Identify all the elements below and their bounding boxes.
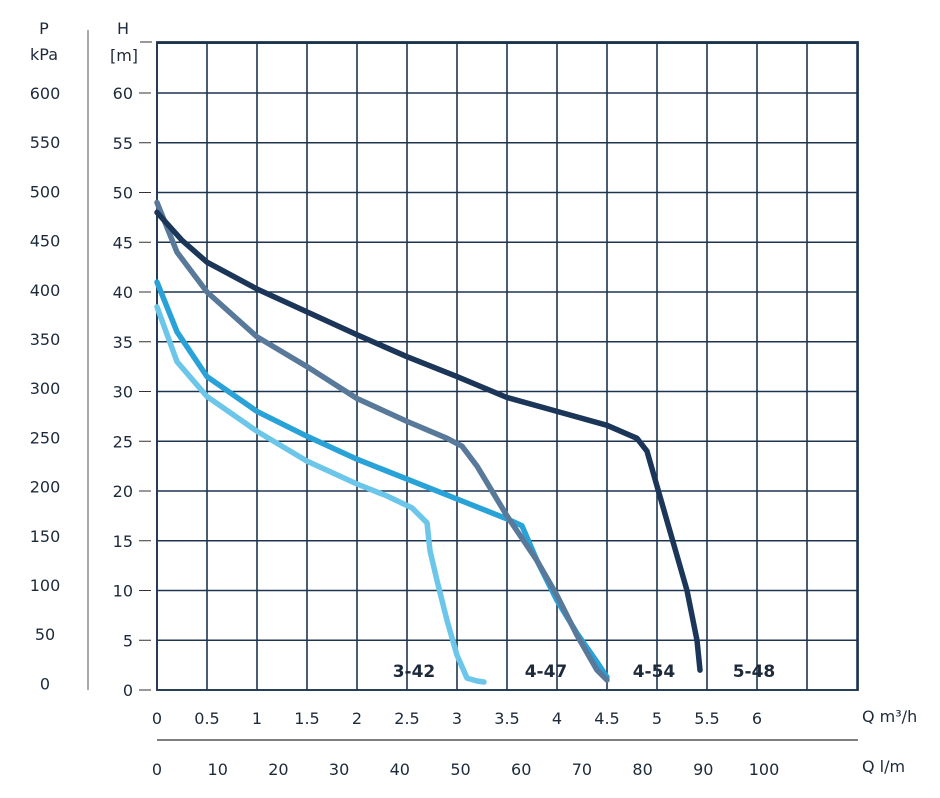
head-axis-unit: [m]: [110, 46, 138, 65]
head-tick-label: 45: [113, 233, 133, 252]
x-axis-label-lm: Q l/m: [862, 757, 905, 776]
curve-4-54: [154, 199, 610, 683]
x-tick-label-m3h: 0.5: [194, 709, 219, 728]
head-axis-title: H: [117, 19, 129, 38]
pressure-axis-title: P: [39, 19, 49, 38]
pressure-tick-label: 50: [35, 625, 55, 644]
x-tick-label-m3h: 2.5: [394, 709, 419, 728]
head-tick-label: 25: [113, 432, 133, 451]
pressure-tick-label: 550: [30, 133, 61, 152]
x-tick-label-m3h: 6: [752, 709, 762, 728]
x-tick-label-lm: 50: [450, 760, 470, 779]
head-tick-label: 30: [113, 383, 133, 402]
x-tick-label-lm: 0: [152, 760, 162, 779]
pressure-tick-label: 150: [30, 527, 61, 546]
x-tick-label-m3h: 5.5: [694, 709, 719, 728]
x-tick-label-m3h: 4: [552, 709, 562, 728]
x-tick-label-lm: 30: [329, 760, 349, 779]
x-tick-label-lm: 20: [268, 760, 288, 779]
x-tick-label-m3h: 1.5: [294, 709, 319, 728]
x-tick-label-lm: 100: [749, 760, 780, 779]
head-tick-label: 20: [113, 482, 133, 501]
series-label-4-54: 4-54: [633, 662, 676, 682]
series-label-5-48: 5-48: [733, 662, 776, 682]
axes: [87, 30, 858, 741]
series-lines: [154, 199, 703, 685]
x-tick-label-lm: 80: [632, 760, 652, 779]
labels: PkPa600550500450400350300250200150100500…: [30, 19, 917, 779]
pressure-tick-label: 300: [30, 379, 61, 398]
pressure-tick-label: 500: [30, 182, 61, 201]
curve-5-48: [154, 209, 703, 673]
series-label-3-42: 3-42: [393, 662, 436, 682]
x-tick-label-lm: 60: [511, 760, 531, 779]
x-tick-label-m3h: 2: [352, 709, 362, 728]
pressure-tick-label: 0: [40, 674, 50, 693]
x-tick-label-m3h: 1: [252, 709, 262, 728]
head-tick-label: 10: [113, 582, 133, 601]
grid: [156, 41, 859, 691]
head-tick-label: 55: [113, 134, 133, 153]
plot-frame: [156, 41, 859, 691]
pressure-tick-label: 450: [30, 232, 61, 251]
head-tick-label: 5: [123, 631, 133, 650]
pressure-tick-label: 600: [30, 84, 61, 103]
head-tick-label: 35: [113, 333, 133, 352]
x-axis-label-m3h: Q m³/h: [862, 707, 917, 726]
head-tick-label: 50: [113, 184, 133, 203]
x-tick-label-lm: 10: [208, 760, 228, 779]
x-tick-label-m3h: 4.5: [594, 709, 619, 728]
x-tick-label-lm: 40: [390, 760, 410, 779]
pressure-tick-label: 250: [30, 428, 61, 447]
pressure-axis-unit: kPa: [30, 45, 58, 64]
head-tick-label: 40: [113, 283, 133, 302]
head-tick-label: 15: [113, 532, 133, 551]
pressure-tick-label: 100: [30, 576, 61, 595]
curve-3-42: [154, 304, 487, 685]
x-tick-label-lm: 90: [693, 760, 713, 779]
series-label-4-47: 4-47: [525, 662, 568, 682]
x-tick-label-m3h: 3.5: [494, 709, 519, 728]
x-tick-label-m3h: 0: [152, 709, 162, 728]
pressure-tick-label: 400: [30, 281, 61, 300]
pressure-tick-label: 350: [30, 330, 61, 349]
pressure-tick-label: 200: [30, 478, 61, 497]
head-tick-label: 0: [123, 681, 133, 700]
x-tick-label-lm: 70: [572, 760, 592, 779]
x-tick-label-m3h: 3: [452, 709, 462, 728]
head-tick-label: 60: [113, 84, 133, 103]
x-tick-label-m3h: 5: [652, 709, 662, 728]
